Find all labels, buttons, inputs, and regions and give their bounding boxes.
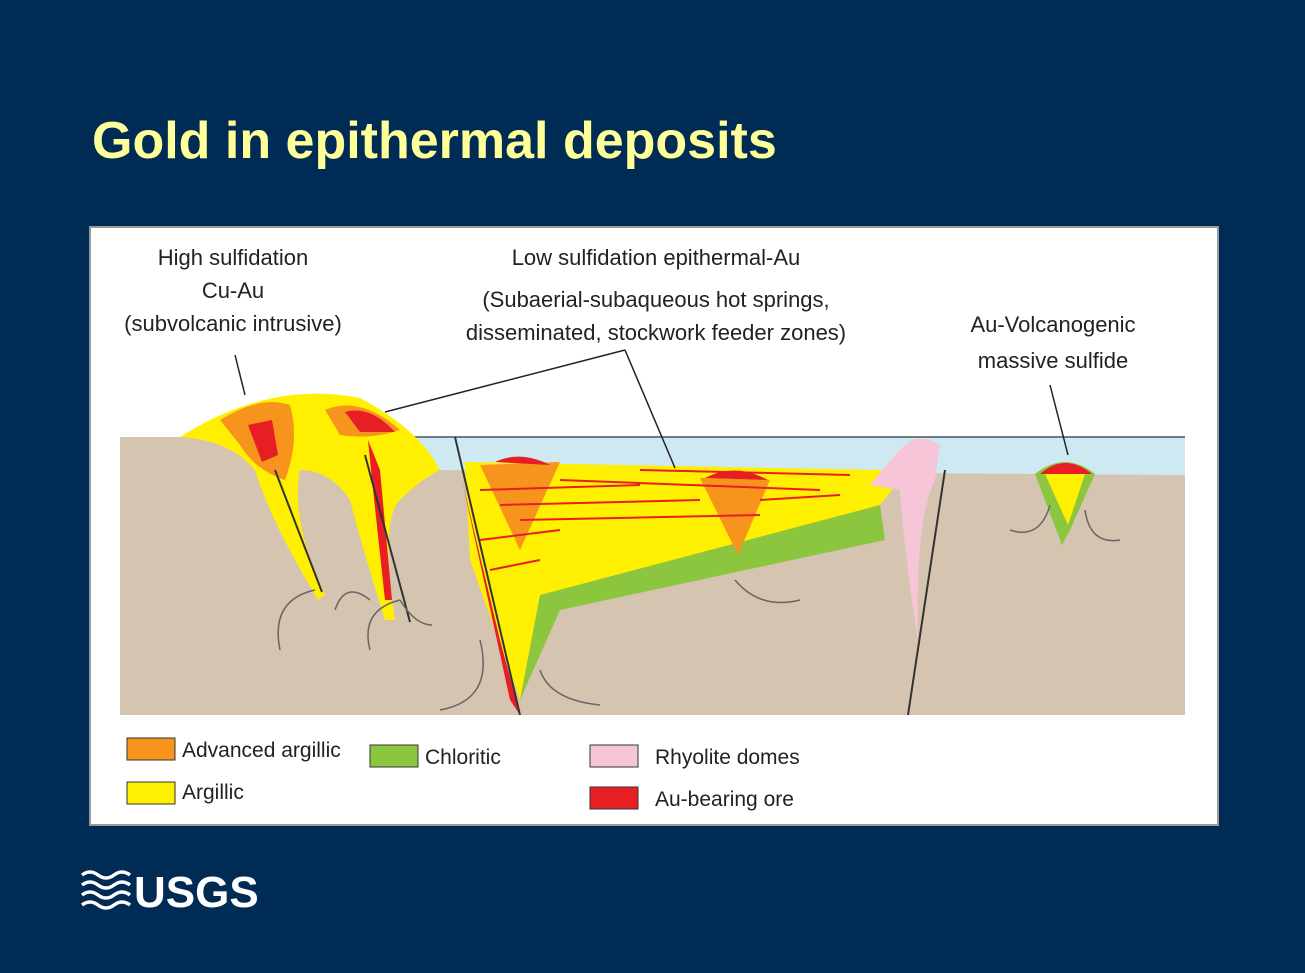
legend-swatch bbox=[127, 738, 175, 760]
label-line: Low sulfidation epithermal-Au bbox=[512, 245, 801, 270]
legend-swatch bbox=[127, 782, 175, 804]
legend-label: Advanced argillic bbox=[182, 739, 341, 762]
label-line: Au-Volcanogenic bbox=[970, 312, 1135, 337]
slide: Gold in epithermal deposits bbox=[0, 0, 1305, 973]
legend-swatch bbox=[370, 745, 418, 767]
logo-text: USGS bbox=[134, 868, 259, 917]
label-line: disseminated, stockwork feeder zones) bbox=[466, 320, 846, 345]
label-line: massive sulfide bbox=[978, 348, 1128, 373]
legend-label: Argillic bbox=[182, 781, 244, 804]
label-line: (Subaerial-subaqueous hot springs, bbox=[482, 287, 829, 312]
legend-label: Rhyolite domes bbox=[655, 746, 800, 769]
label-line: High sulfidation bbox=[158, 245, 308, 270]
legend-label: Chloritic bbox=[425, 746, 501, 769]
label-line: (subvolcanic intrusive) bbox=[124, 311, 342, 336]
label-line: Cu-Au bbox=[202, 278, 264, 303]
slide-title: Gold in epithermal deposits bbox=[92, 112, 777, 170]
legend-label: Au-bearing ore bbox=[655, 788, 794, 811]
legend-swatch bbox=[590, 787, 638, 809]
figure: High sulfidation Cu-Au (subvolcanic intr… bbox=[90, 227, 1218, 825]
label-low-sulfidation: Low sulfidation epithermal-Au (Subaerial… bbox=[466, 245, 846, 345]
legend-swatch bbox=[590, 745, 638, 767]
